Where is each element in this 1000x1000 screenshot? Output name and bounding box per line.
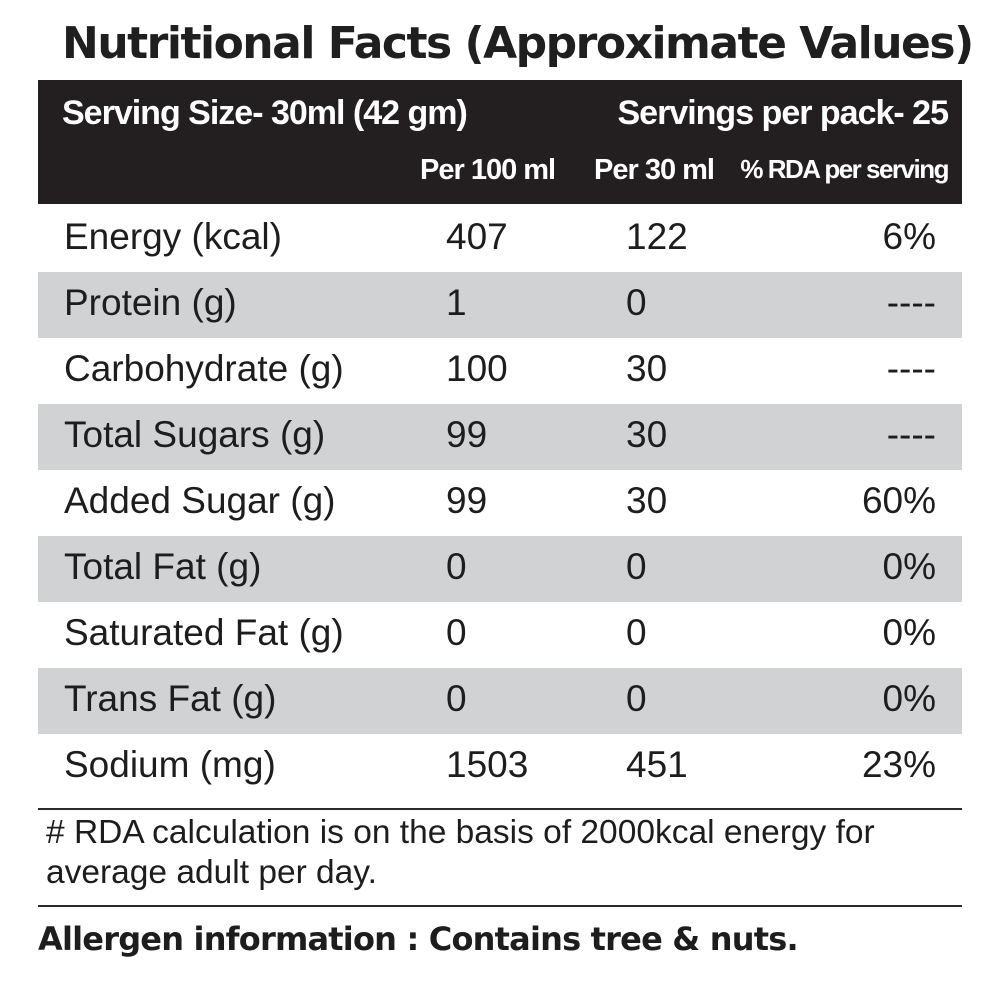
value-rda: 0% bbox=[882, 612, 936, 653]
value-per-100ml: 99 bbox=[446, 414, 488, 455]
table-header: Serving Size- 30ml (42 gm) Servings per … bbox=[38, 80, 962, 204]
column-header-per-100ml: Per 100 ml bbox=[420, 154, 556, 186]
value-per-30ml: 0 bbox=[626, 282, 647, 323]
nutrition-table: Energy (kcal) 407 122 6% Protein (g) 1 0… bbox=[38, 206, 962, 800]
value-per-100ml: 0 bbox=[446, 546, 467, 587]
value-rda: 6% bbox=[882, 216, 936, 257]
rda-footnote: # RDA calculation is on the basis of 200… bbox=[46, 814, 875, 891]
value-per-30ml: 30 bbox=[626, 480, 668, 521]
table-row: Total Sugars (g) 99 30 ---- bbox=[38, 404, 962, 470]
column-header-per-30ml: Per 30 ml bbox=[594, 154, 715, 186]
nutrient-name: Energy (kcal) bbox=[64, 216, 282, 257]
value-per-30ml: 451 bbox=[626, 744, 688, 785]
nutrient-name: Trans Fat (g) bbox=[64, 678, 277, 719]
value-rda: ---- bbox=[886, 282, 936, 323]
value-per-100ml: 99 bbox=[446, 480, 488, 521]
nutrient-name: Sodium (mg) bbox=[64, 744, 276, 785]
table-row: Sodium (mg) 1503 451 23% bbox=[38, 734, 962, 800]
table-row: Carbohydrate (g) 100 30 ---- bbox=[38, 338, 962, 404]
allergen-information: Allergen information : Contains tree & n… bbox=[38, 920, 799, 958]
divider bbox=[38, 905, 962, 907]
nutrient-name: Saturated Fat (g) bbox=[64, 612, 344, 653]
nutrient-name: Added Sugar (g) bbox=[64, 480, 336, 521]
nutrient-name: Carbohydrate (g) bbox=[64, 348, 344, 389]
value-rda: 23% bbox=[861, 744, 936, 785]
value-per-100ml: 1 bbox=[446, 282, 467, 323]
value-rda: 0% bbox=[882, 546, 936, 587]
value-per-30ml: 0 bbox=[626, 546, 647, 587]
page-title: Nutritional Facts (Approximate Values) bbox=[62, 18, 974, 69]
value-rda: ---- bbox=[886, 348, 936, 389]
value-per-30ml: 30 bbox=[626, 348, 668, 389]
table-row: Energy (kcal) 407 122 6% bbox=[38, 206, 962, 272]
value-per-100ml: 407 bbox=[446, 216, 508, 257]
value-per-30ml: 0 bbox=[626, 612, 647, 653]
table-row: Total Fat (g) 0 0 0% bbox=[38, 536, 962, 602]
nutrient-name: Protein (g) bbox=[64, 282, 237, 323]
table-row: Added Sugar (g) 99 30 60% bbox=[38, 470, 962, 536]
divider bbox=[38, 808, 962, 810]
table-row: Saturated Fat (g) 0 0 0% bbox=[38, 602, 962, 668]
value-per-100ml: 0 bbox=[446, 678, 467, 719]
servings-per-pack: Servings per pack- 25 bbox=[617, 94, 949, 132]
table-row: Trans Fat (g) 0 0 0% bbox=[38, 668, 962, 734]
nutrient-name: Total Fat (g) bbox=[64, 546, 262, 587]
value-per-30ml: 0 bbox=[626, 678, 647, 719]
value-per-30ml: 122 bbox=[626, 216, 688, 257]
value-rda: 60% bbox=[861, 480, 936, 521]
value-rda: ---- bbox=[886, 414, 936, 455]
value-per-30ml: 30 bbox=[626, 414, 668, 455]
value-per-100ml: 100 bbox=[446, 348, 508, 389]
serving-size: Serving Size- 30ml (42 gm) bbox=[62, 94, 468, 132]
value-rda: 0% bbox=[882, 678, 936, 719]
value-per-100ml: 0 bbox=[446, 612, 467, 653]
nutrient-name: Total Sugars (g) bbox=[64, 414, 326, 455]
column-header-rda: % RDA per serving bbox=[740, 154, 949, 184]
table-row: Protein (g) 1 0 ---- bbox=[38, 272, 962, 338]
value-per-100ml: 1503 bbox=[446, 744, 529, 785]
